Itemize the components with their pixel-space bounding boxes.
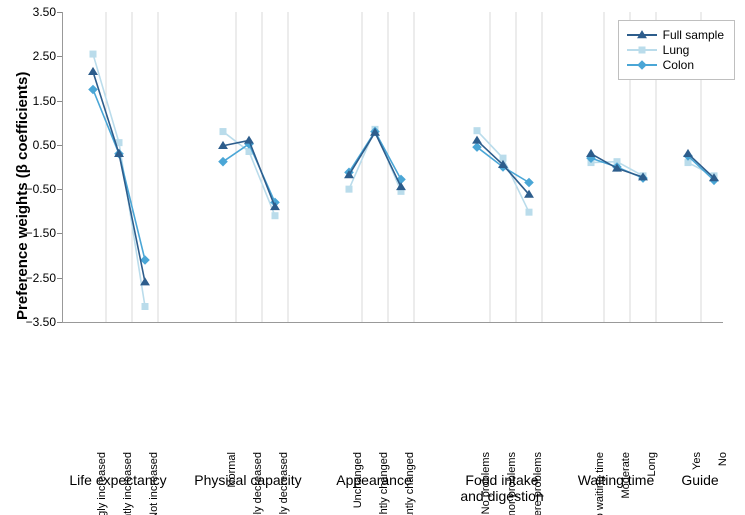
group-label: Waiting time: [578, 472, 655, 488]
group-label: Appearance: [336, 472, 412, 488]
legend-item-colon: Colon: [627, 58, 724, 72]
attribute-label: No: [717, 452, 729, 466]
group-label: Guide: [681, 472, 718, 488]
group-label: Food intakeand digestion: [460, 472, 543, 504]
y-tick-label: 2.50: [18, 49, 56, 63]
legend-item-lung: Lung: [627, 43, 724, 57]
legend-label: Full sample: [663, 28, 724, 42]
chart-container: Preference weights (β coefficients) −3.5…: [0, 0, 745, 515]
y-tick-label: −3.50: [18, 315, 56, 329]
y-tick-label: −2.50: [18, 271, 56, 285]
lung-legend-icon: [627, 44, 657, 56]
full-legend-icon: [627, 29, 657, 41]
y-tick-label: −1.50: [18, 226, 56, 240]
legend-label: Lung: [663, 43, 690, 57]
y-tick-label: −0.50: [18, 182, 56, 196]
attribute-label: Yes: [691, 452, 703, 470]
group-label: Physical capacity: [194, 472, 301, 488]
y-tick-label: 1.50: [18, 94, 56, 108]
group-label: Life expectancy: [69, 472, 166, 488]
y-tick-label: 0.50: [18, 138, 56, 152]
y-tick-label: 3.50: [18, 5, 56, 19]
legend-label: Colon: [663, 58, 694, 72]
legend-item-full: Full sample: [627, 28, 724, 42]
legend: Full sampleLungColon: [618, 20, 735, 80]
colon-legend-icon: [627, 59, 657, 71]
